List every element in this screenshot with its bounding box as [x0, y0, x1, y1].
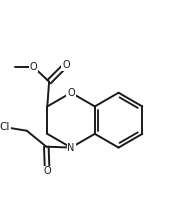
Text: Cl: Cl	[0, 122, 10, 132]
Text: O: O	[62, 60, 70, 70]
Text: N: N	[67, 142, 75, 153]
Text: O: O	[43, 166, 51, 176]
Text: O: O	[29, 62, 37, 72]
Text: O: O	[67, 88, 75, 98]
